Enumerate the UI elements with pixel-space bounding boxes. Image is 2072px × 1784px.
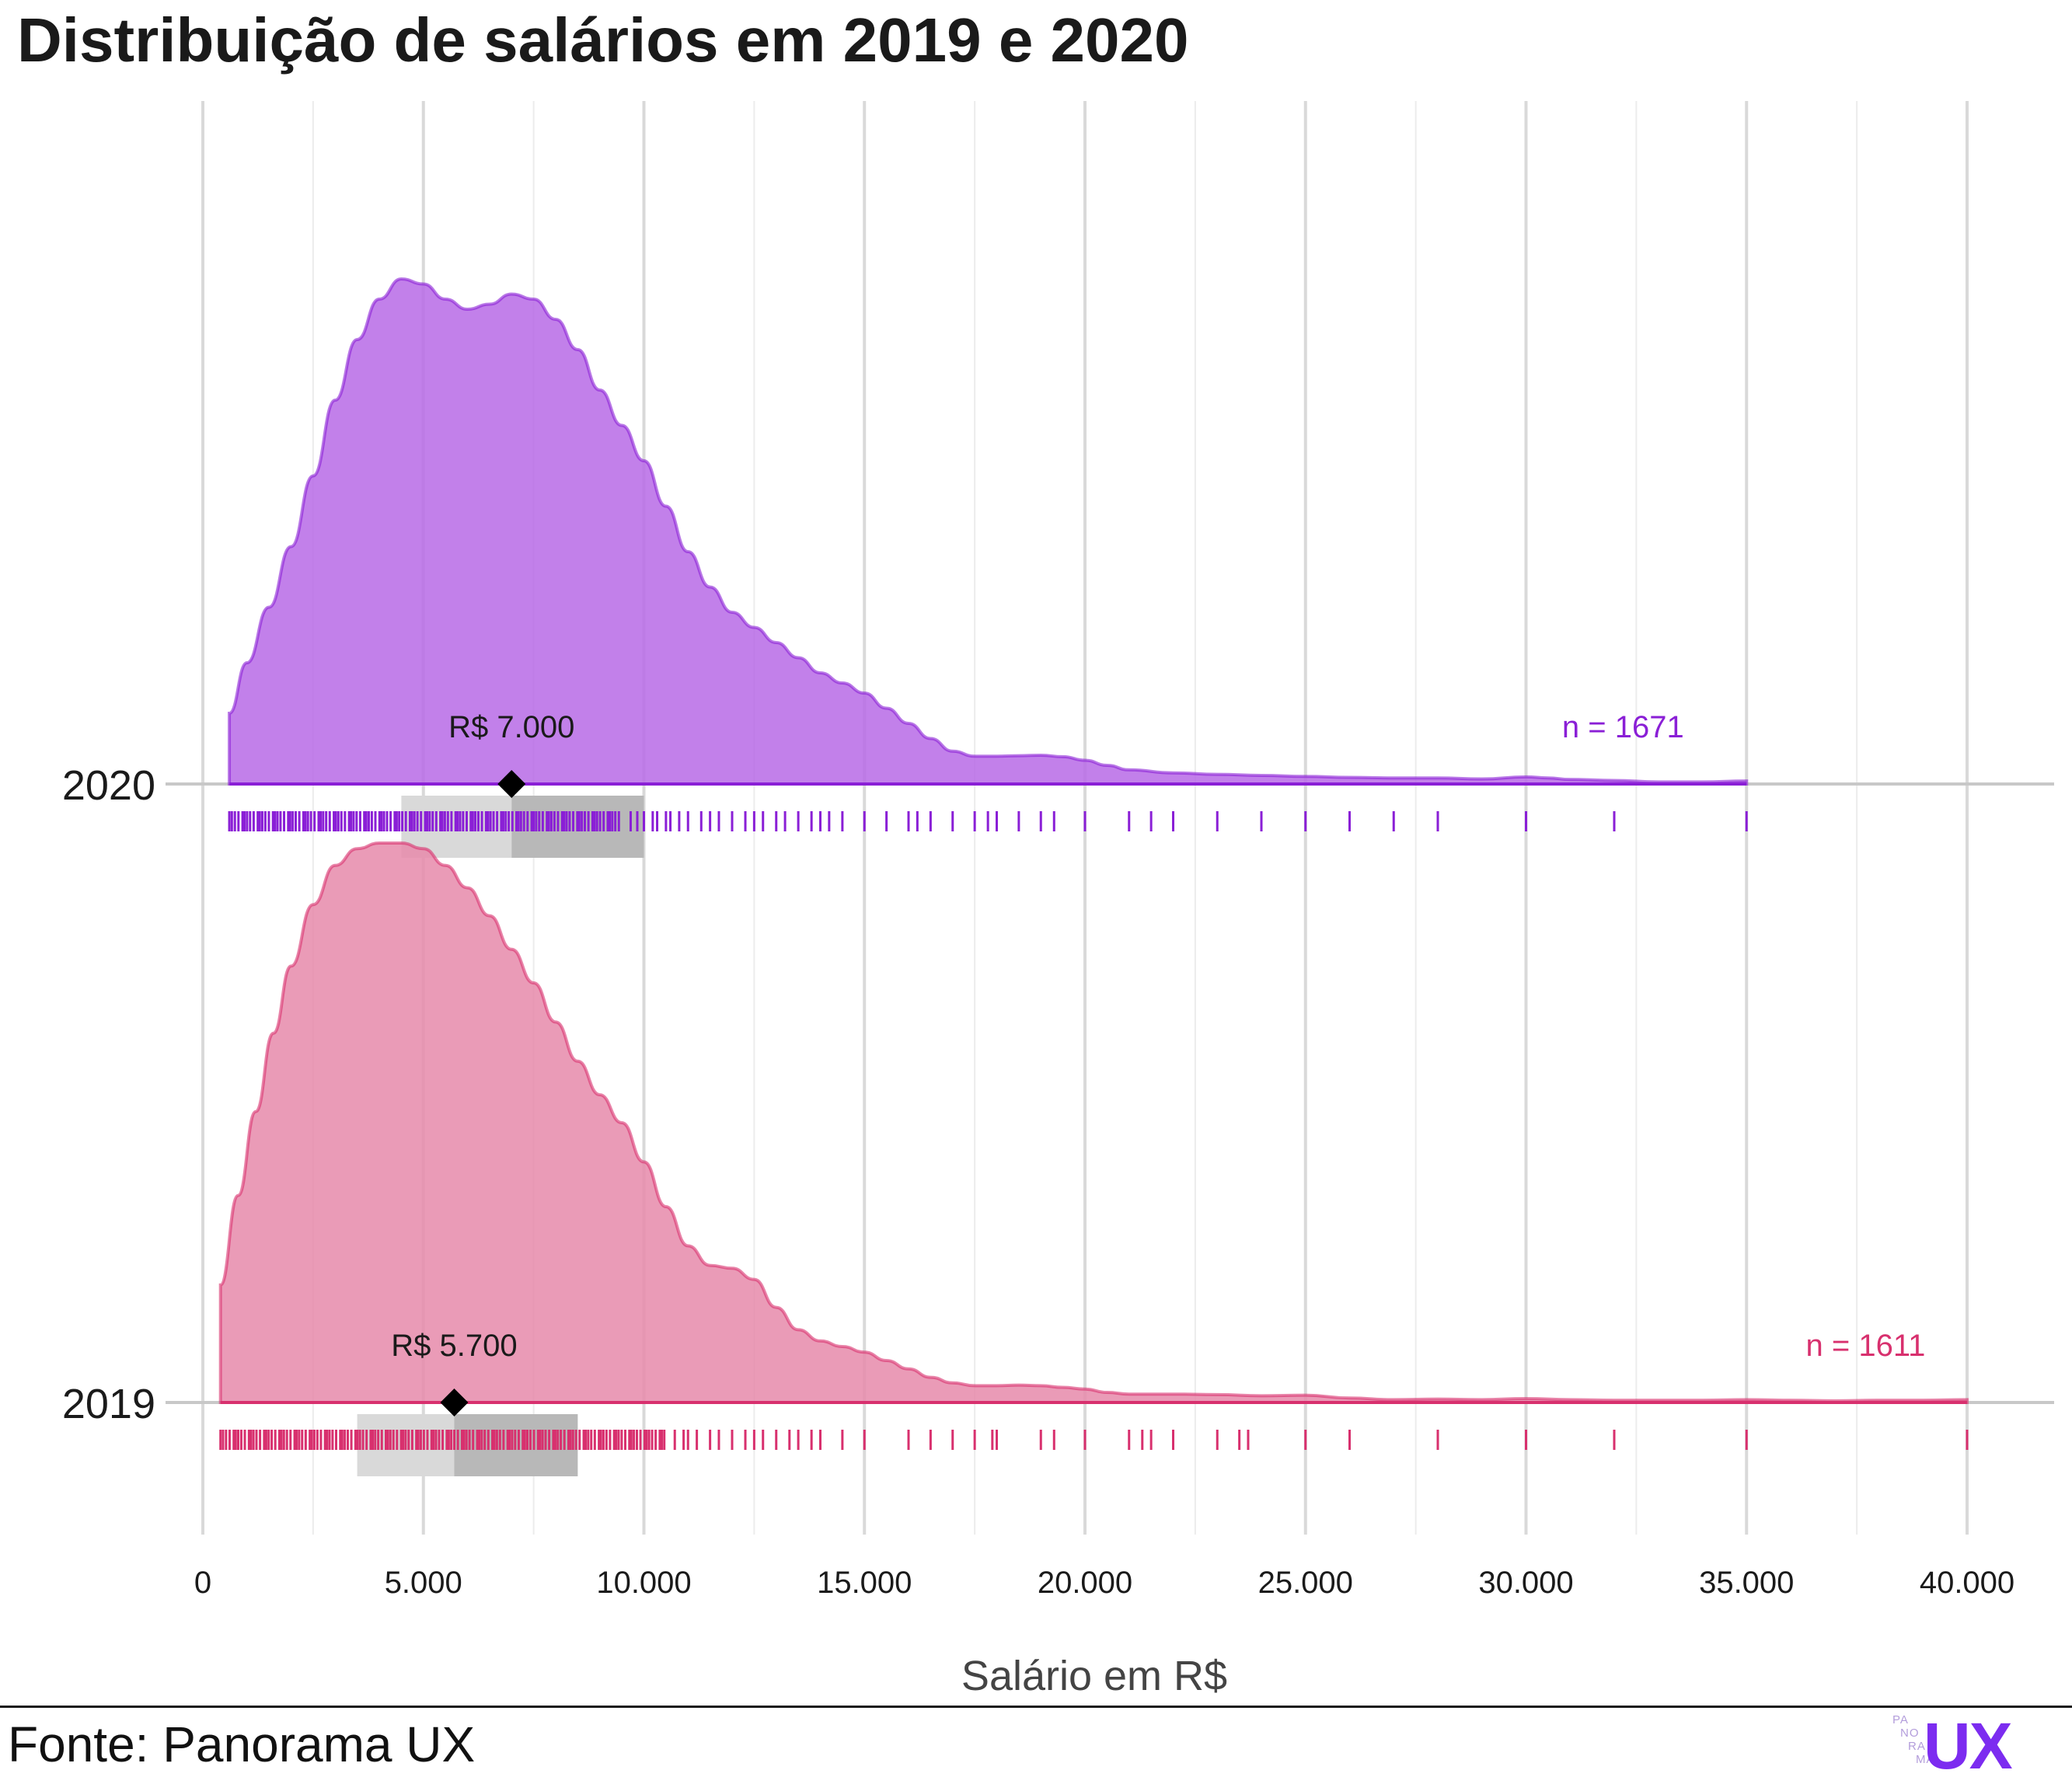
- logo-small-line: NO: [1900, 1727, 1920, 1740]
- logo-small-line: RA: [1908, 1740, 1926, 1753]
- sample-size-label: n = 1611: [1806, 1329, 1926, 1363]
- x-tick-label: 25.000: [1258, 1566, 1353, 1600]
- x-tick-label: 5.000: [385, 1566, 462, 1600]
- series-2019: R$ 5.700 n = 1611: [218, 841, 1969, 1476]
- logo-small-text: PA NO RA MA: [1892, 1713, 1935, 1766]
- x-tick-label: 15.000: [817, 1566, 912, 1600]
- panorama-ux-logo: PA NO RA MA UX: [1892, 1709, 2025, 1782]
- median-label: R$ 7.000: [448, 710, 574, 744]
- median-label: R$ 5.700: [391, 1329, 517, 1363]
- rug-marks: [228, 811, 1748, 831]
- logo-small-line: PA: [1892, 1713, 1909, 1727]
- x-tick-label: 20.000: [1038, 1566, 1132, 1600]
- median-marker: [440, 1389, 469, 1416]
- ridge-layer: R$ 7.000 n = 1671 R$ 5.700 n = 1611: [218, 277, 1969, 1476]
- x-tick-label: 30.000: [1478, 1566, 1573, 1600]
- density-area: [228, 277, 1749, 786]
- chart-title: Distribuição de salários em 2019 e 2020: [17, 5, 1189, 75]
- x-tick-label: 40.000: [1920, 1566, 2014, 1600]
- axis-layer: Salário em R$ 0 5.000 10.000 15.000 20.000 25…: [62, 762, 2014, 1699]
- sample-size-label: n = 1671: [1562, 710, 1684, 744]
- x-axis-label: Salário em R$: [961, 1653, 1227, 1699]
- logo-small-line: MA: [1916, 1753, 1935, 1766]
- logo-big-text: UX: [1924, 1709, 2013, 1782]
- y-category-label: 2019: [62, 1381, 155, 1427]
- source-caption: Fonte: Panorama UX: [8, 1716, 476, 1772]
- rug-marks: [219, 1430, 1969, 1450]
- ridgeline-chart: R$ 7.000 n = 1671 R$ 5.700 n = 1611 Salário…: [62, 101, 2054, 1699]
- median-marker: [497, 770, 526, 798]
- x-tick-label: 10.000: [596, 1566, 691, 1600]
- x-tick-label: 35.000: [1699, 1566, 1794, 1600]
- x-tick-label: 0: [194, 1566, 211, 1600]
- footer-divider: [0, 1706, 2072, 1708]
- density-area: [218, 841, 1969, 1404]
- series-2020: R$ 7.000 n = 1671: [228, 277, 1749, 858]
- y-category-label: 2020: [62, 762, 155, 809]
